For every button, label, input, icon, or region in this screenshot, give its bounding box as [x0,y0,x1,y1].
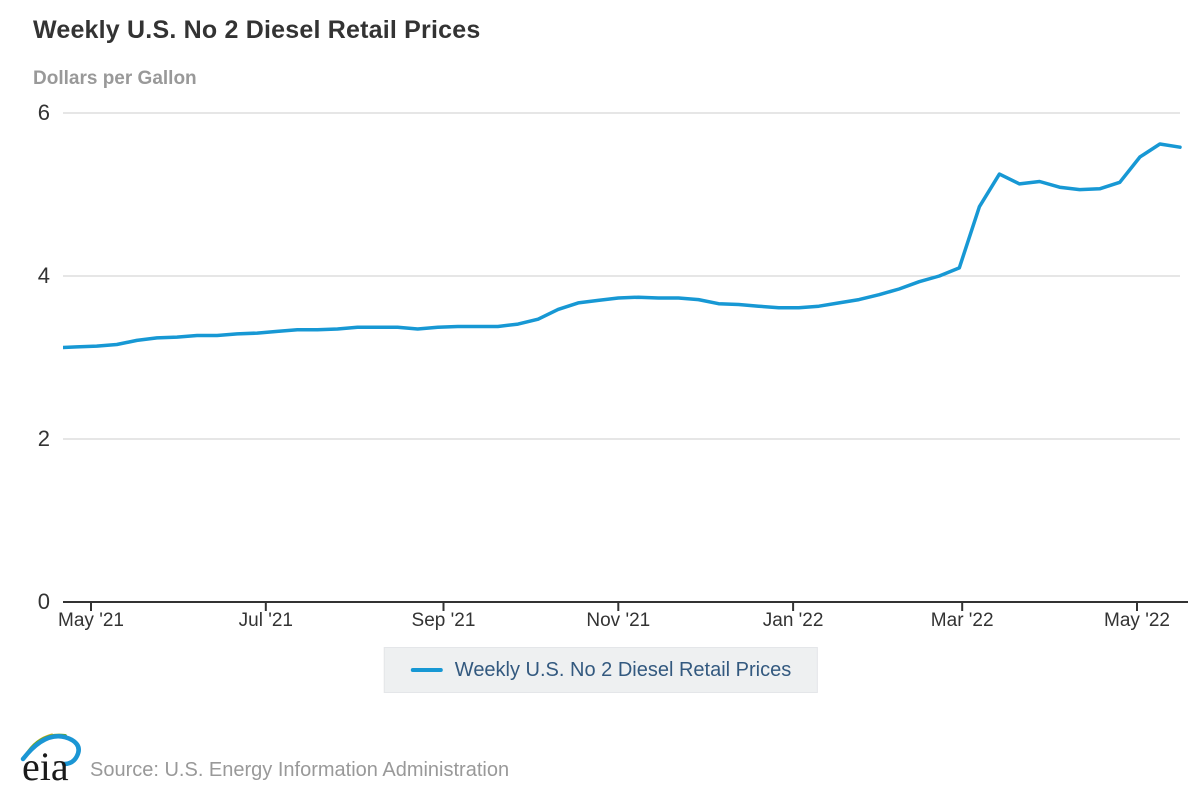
x-axis-tick-label: Mar '22 [930,610,994,631]
y-axis-tick-label: 0 [37,589,50,614]
series-line[interactable] [57,142,1182,350]
y-axis-tick-label: 2 [37,426,50,451]
x-axis-tick-label: May '22 [1104,610,1170,631]
x-axis-group [63,601,1188,611]
series-group [57,142,1182,350]
logo-text: eia [22,744,69,788]
x-axis-tick-label: Sep '21 [411,610,476,631]
legend-item[interactable]: Weekly U.S. No 2 Diesel Retail Prices [383,647,819,693]
x-axis-tick-label: Jul '21 [238,610,293,631]
gridlines-group [63,112,1180,440]
y-axis-units-label: Dollars per Gallon [33,68,197,89]
page-title: Weekly U.S. No 2 Diesel Retail Prices [33,16,481,44]
legend-line-swatch-icon [410,668,443,672]
x-axis-tick-label: Jan '22 [762,610,824,631]
x-axis-tick-label: May '21 [58,610,124,631]
y-axis-tick-label: 6 [37,100,50,125]
y-axis-tick-label: 4 [37,263,50,288]
logo-blue-swoosh-icon [20,734,81,767]
legend-label: Weekly U.S. No 2 Diesel Retail Prices [454,658,792,681]
x-axis-tick-label: Nov '21 [586,610,651,631]
source-attribution: Source: U.S. Energy Information Administ… [90,759,510,781]
eia-logo: eia [20,733,81,788]
